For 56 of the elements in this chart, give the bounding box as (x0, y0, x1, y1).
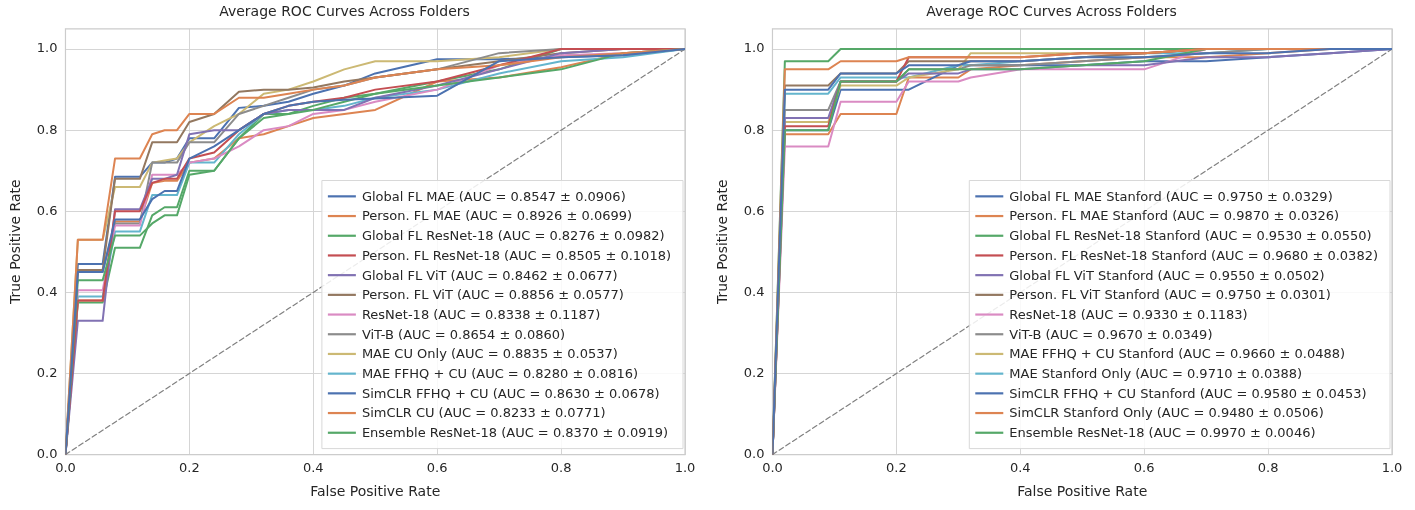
legend-label: SimCLR FFHQ + CU Stanford (AUC = 0.9580 ± 0.0453) (1009, 385, 1367, 401)
legend-label: Ensemble ResNet-18 (AUC = 0.8370 ± 0.0919) (361, 425, 669, 441)
legend-label: Person. FL ViT Stanford (AUC = 0.9750 ± 0.0301) (1009, 287, 1331, 303)
x-tick-label: 0.2 (179, 459, 200, 475)
y-tick-label: 0.6 (36, 202, 58, 218)
legend-label: Global FL MAE (AUC = 0.8547 ± 0.0906) (361, 188, 626, 204)
legend-label: ResNet-18 (AUC = 0.8338 ± 0.1187) (361, 306, 601, 322)
y-tick-label: 0.8 (36, 121, 58, 137)
y-axis-title: True Positive Rate (714, 179, 731, 306)
x-tick-label: 1.0 (1381, 459, 1403, 475)
x-tick-label: 1.0 (674, 459, 696, 475)
legend-label: Person. FL ResNet-18 Stanford (AUC = 0.9680 ± 0.0382) (1009, 247, 1379, 263)
chart-title: Average ROC Curves Across Folders (926, 3, 1177, 20)
legend-label: MAE FFHQ + CU (AUC = 0.8280 ± 0.0816) (361, 366, 639, 382)
x-tick-label: 0.6 (426, 459, 448, 475)
legend-label: Global FL MAE Stanford (AUC = 0.9750 ± 0.0329) (1009, 188, 1333, 204)
legend-label: Ensemble ResNet-18 (AUC = 0.9970 ± 0.0046) (1009, 425, 1316, 441)
legend-label: Person. FL ViT (AUC = 0.8856 ± 0.0577) (361, 287, 624, 303)
legend-label: SimCLR FFHQ + CU (AUC = 0.8630 ± 0.0678) (361, 385, 660, 401)
x-axis-title: False Positive Rate (310, 483, 441, 500)
legend-label: Global FL ResNet-18 Stanford (AUC = 0.9530 ± 0.0550) (1009, 228, 1372, 244)
legend-label: MAE CU Only (AUC = 0.8835 ± 0.0537) (361, 346, 618, 362)
legend-label: Global FL ViT Stanford (AUC = 0.9550 ± 0.0502) (1009, 267, 1325, 283)
y-tick-label: 1.0 (743, 40, 765, 56)
y-tick-label: 0.0 (36, 445, 58, 461)
x-tick-label: 0.0 (55, 459, 76, 475)
x-tick-label: 0.4 (302, 459, 324, 475)
y-tick-label: 0.8 (743, 121, 765, 137)
x-tick-label: 0.8 (550, 459, 572, 475)
legend-label: ViT-B (AUC = 0.8654 ± 0.0860) (361, 326, 566, 342)
y-tick-label: 0.2 (36, 364, 58, 380)
y-tick-label: 0.4 (36, 283, 58, 299)
legend-label: Person. FL MAE (AUC = 0.8926 ± 0.0699) (361, 208, 633, 224)
y-tick-label: 1.0 (36, 40, 58, 56)
legend-label: SimCLR CU (AUC = 0.8233 ± 0.0771) (361, 405, 606, 421)
y-tick-label: 0.4 (743, 283, 765, 299)
x-tick-label: 0.4 (1009, 459, 1031, 475)
x-tick-label: 0.2 (886, 459, 907, 475)
y-tick-label: 0.2 (743, 364, 765, 380)
y-tick-label: 0.6 (743, 202, 765, 218)
chart-title: Average ROC Curves Across Folders (219, 3, 470, 20)
legend-label: MAE FFHQ + CU Stanford (AUC = 0.9660 ± 0.0488) (1009, 346, 1346, 362)
y-axis-title: True Positive Rate (7, 179, 24, 306)
legend-label: MAE Stanford Only (AUC = 0.9710 ± 0.0388) (1009, 366, 1303, 382)
legend-label: Person. FL ResNet-18 (AUC = 0.8505 ± 0.1018) (361, 247, 671, 263)
x-tick-label: 0.8 (1257, 459, 1279, 475)
legend-label: ViT-B (AUC = 0.9670 ± 0.0349) (1009, 326, 1213, 342)
legend-label: Person. FL MAE Stanford (AUC = 0.9870 ± 0.0326) (1009, 208, 1340, 224)
legend-label: ResNet-18 (AUC = 0.9330 ± 0.1183) (1009, 306, 1248, 322)
x-axis-title: False Positive Rate (1017, 483, 1148, 500)
y-tick-label: 0.0 (743, 445, 765, 461)
x-tick-label: 0.6 (1133, 459, 1155, 475)
legend-label: Global FL ResNet-18 (AUC = 0.8276 ± 0.0982) (361, 228, 665, 244)
legend-label: SimCLR Stanford Only (AUC = 0.9480 ± 0.0506) (1009, 405, 1324, 421)
x-tick-label: 0.0 (762, 459, 783, 475)
legend-label: Global FL ViT (AUC = 0.8462 ± 0.0677) (361, 267, 618, 283)
